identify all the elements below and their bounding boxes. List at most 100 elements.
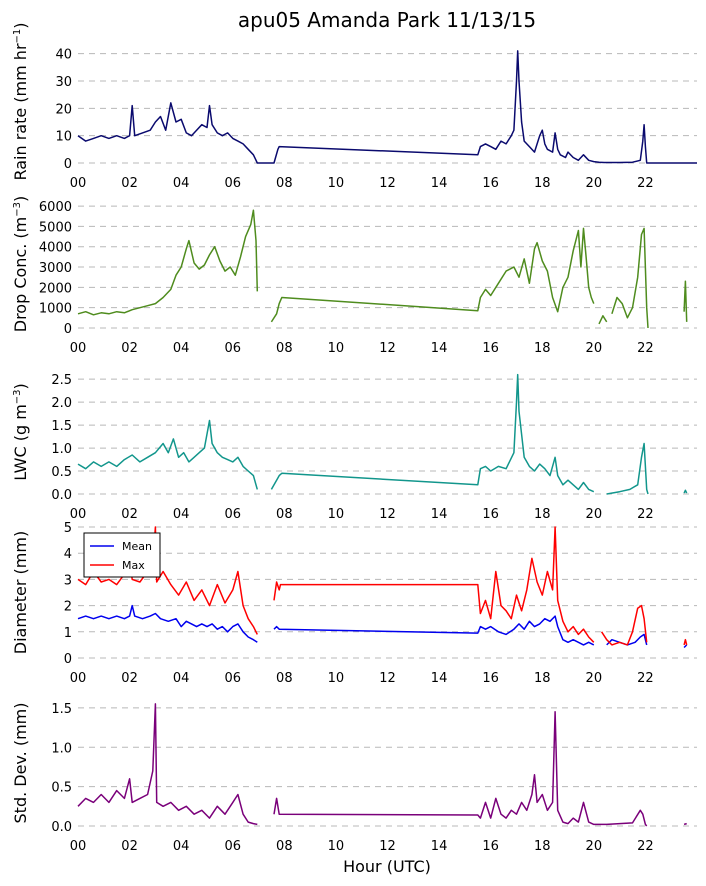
x-tick-label: 00 (70, 507, 87, 522)
y-tick-label: 1000 (39, 302, 72, 317)
series-line-max (273, 526, 595, 643)
series-line-max (600, 604, 648, 646)
y-tick-label: 40 (55, 48, 72, 63)
x-tick-label: 20 (586, 176, 603, 191)
y-tick-label: 0.0 (51, 488, 72, 503)
x-tick-label: 10 (328, 341, 345, 356)
series-line-rain-rate (77, 50, 697, 164)
y-tick-label: 1.0 (51, 741, 72, 756)
x-tick-label: 02 (121, 671, 138, 686)
series-line-drop-conc (598, 315, 608, 325)
x-tick-label: 22 (637, 671, 654, 686)
x-tick-label: 14 (431, 176, 448, 191)
x-tick-label: 00 (70, 176, 87, 191)
y-tick-label: 1 (64, 626, 72, 641)
y-tick-label: 0.5 (51, 465, 72, 480)
legend: Mean Max (83, 532, 161, 578)
y-tick-label: 6000 (39, 200, 72, 215)
series-line-drop-conc (611, 227, 649, 329)
series-line-std-dev (273, 711, 648, 827)
x-tick-label: 00 (70, 839, 87, 854)
x-tick-label: 02 (121, 507, 138, 522)
x-tick-label: 06 (224, 507, 241, 522)
x-tick-label: 06 (224, 176, 241, 191)
series-line-std-dev (77, 703, 258, 826)
panel-lwc: 0.0 0.5 1.0 1.5 2.0 2.5 00 02 04 06 08 10 12 14 16 18 20… (11, 373, 697, 522)
x-tick-label: 16 (482, 176, 499, 191)
y-axis-label: Drop Conc. (m−3) (11, 196, 30, 332)
x-tick-label: 10 (328, 839, 345, 854)
y-axis-label: Std. Dev. (mm) (11, 703, 30, 824)
x-tick-label: 20 (586, 341, 603, 356)
x-tick-label: 04 (173, 341, 190, 356)
x-tick-label: 22 (637, 176, 654, 191)
panel-drop-conc: 0 1000 2000 3000 4000 5000 6000 00 02 04 06 08 10 12 1… (11, 196, 697, 356)
series-line-std-dev (683, 822, 687, 826)
x-tick-label: 18 (534, 671, 551, 686)
y-tick-label: 0.0 (51, 820, 72, 835)
y-tick-label: 0 (64, 157, 72, 172)
x-tick-label: 04 (173, 176, 190, 191)
y-tick-label: 2000 (39, 281, 72, 296)
y-tick-label: 3000 (39, 261, 72, 276)
x-tick-label: 20 (586, 507, 603, 522)
x-tick-label: 16 (482, 507, 499, 522)
y-axis-label: LWC (g m−3) (11, 383, 30, 481)
x-tick-label: 02 (121, 341, 138, 356)
x-tick-label: 14 (431, 507, 448, 522)
y-tick-label: 2.5 (51, 373, 72, 388)
x-axis-label: Hour (UTC) (343, 857, 431, 876)
chart-title: apu05 Amanda Park 11/13/15 (238, 8, 536, 32)
y-tick-label: 5 (64, 521, 72, 536)
series-line-mean (683, 644, 688, 649)
x-tick-label: 18 (534, 341, 551, 356)
legend-entry: Max (122, 559, 145, 572)
x-tick-label: 22 (637, 839, 654, 854)
x-tick-label: 16 (482, 839, 499, 854)
x-tick-label: 04 (173, 671, 190, 686)
legend-entry: Mean (122, 540, 152, 553)
x-tick-label: 14 (431, 671, 448, 686)
y-tick-label: 0 (64, 322, 72, 337)
x-tick-label: 06 (224, 671, 241, 686)
x-tick-label: 20 (586, 671, 603, 686)
x-tick-label: 00 (70, 671, 87, 686)
series-line-mean (606, 633, 648, 646)
y-tick-label: 0 (64, 652, 72, 667)
x-tick-label: 18 (534, 507, 551, 522)
y-tick-label: 1.5 (51, 702, 72, 717)
x-tick-label: 12 (379, 341, 396, 356)
series-line-lwc (270, 373, 595, 493)
series-line-lwc (683, 489, 688, 494)
series-line-mean (273, 615, 595, 646)
x-tick-label: 00 (70, 341, 87, 356)
series-line-mean (77, 604, 258, 643)
x-tick-label: 10 (328, 507, 345, 522)
x-tick-label: 10 (328, 176, 345, 191)
panel-std-dev: 0.0 0.5 1.0 1.5 00 02 04 06 08 10 12 14 16 18 20 22 Std.… (11, 702, 697, 854)
panel-rain-rate: 0 10 20 30 40 00 02 04 06 08 10 12 14 16 18 20 22 Rain ra… (11, 22, 697, 191)
x-tick-label: 12 (379, 507, 396, 522)
x-tick-label: 08 (276, 341, 293, 356)
series-line-drop-conc (270, 227, 595, 323)
y-tick-label: 1.5 (51, 419, 72, 434)
x-tick-label: 12 (379, 839, 396, 854)
y-tick-label: 20 (55, 102, 72, 117)
series-line-max (77, 526, 258, 635)
x-tick-label: 08 (276, 671, 293, 686)
x-tick-label: 06 (224, 839, 241, 854)
x-tick-label: 02 (121, 176, 138, 191)
y-tick-label: 5000 (39, 220, 72, 235)
x-tick-label: 16 (482, 341, 499, 356)
x-tick-label: 04 (173, 839, 190, 854)
x-tick-label: 08 (276, 507, 293, 522)
x-tick-label: 20 (586, 839, 603, 854)
series-line-max (683, 638, 688, 646)
y-tick-label: 4 (64, 547, 72, 562)
y-axis-label: Rain rate (mm hr−1) (11, 22, 30, 180)
x-tick-label: 10 (328, 671, 345, 686)
y-tick-label: 0.5 (51, 781, 72, 796)
